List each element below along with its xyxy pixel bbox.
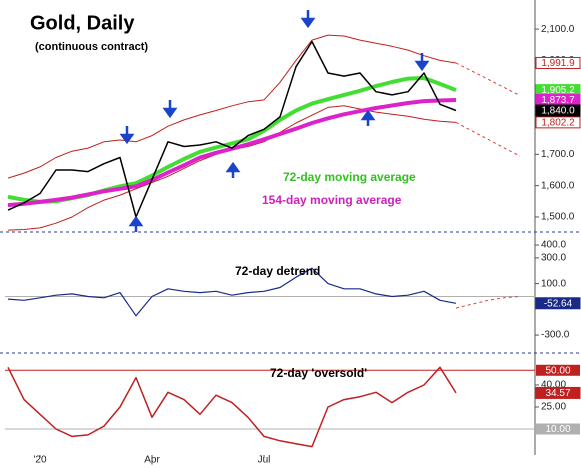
arrow-head — [360, 109, 376, 121]
series-line — [455, 296, 521, 309]
x-tick-label: Jul — [258, 455, 271, 466]
reference-label-box — [536, 364, 580, 376]
arrow-head — [162, 107, 178, 119]
arrow-head — [119, 133, 135, 145]
series-line — [455, 121, 521, 157]
y-tick-label: 2,100.0 — [541, 24, 575, 35]
value-label: -52.64 — [544, 298, 573, 309]
panel-title: 72-day 'oversold' — [270, 366, 367, 380]
value-label: 1,991.9 — [541, 58, 575, 69]
series-line — [7, 267, 457, 317]
value-label: 1,802.2 — [541, 117, 575, 128]
value-label-box — [535, 56, 581, 69]
y-tick-label: 25.00 — [541, 402, 566, 413]
value-label: 1,840.0 — [541, 106, 575, 117]
annotation: 154-day moving average — [262, 193, 402, 207]
y-tick-label: 100.0 — [541, 278, 566, 289]
value-label: 1,905.2 — [541, 85, 575, 96]
arrow-head — [300, 17, 316, 29]
value-label-box — [535, 297, 581, 310]
y-tick-label: 1,500.0 — [541, 212, 575, 223]
y-tick-label: 300.0 — [541, 253, 566, 264]
arrow-head — [414, 60, 430, 72]
reference-label: 10.00 — [545, 424, 570, 435]
y-tick-label: 400.0 — [541, 240, 566, 251]
reference-label: 50.00 — [545, 365, 570, 376]
y-tick-label: 40.00 — [541, 380, 566, 391]
panel-title: 72-day detrend — [235, 264, 320, 278]
annotation: 72-day moving average — [283, 170, 416, 184]
chart-subtitle: (continuous contract) — [35, 41, 148, 53]
value-label-box — [535, 386, 581, 399]
chart-title: Gold, Daily — [30, 12, 135, 34]
y-tick-label: 1,600.0 — [541, 180, 575, 191]
value-label-box — [535, 104, 581, 117]
arrow-head — [225, 161, 241, 173]
value-label-box — [535, 116, 581, 129]
value-label: 1,873.7 — [541, 95, 575, 106]
y-tick-label: -300.0 — [541, 330, 570, 341]
plot-layer: 1,500.01,600.01,700.01,800.01,900.02,000… — [5, 24, 581, 466]
series-line — [7, 40, 457, 218]
value-label: 34.57 — [545, 388, 570, 399]
arrows — [119, 10, 430, 232]
arrow-head — [128, 215, 144, 227]
series-line — [7, 34, 457, 179]
series-line — [7, 366, 457, 448]
x-tick-label: '20 — [33, 455, 46, 466]
y-tick-label: 1,700.0 — [541, 149, 575, 160]
x-tick-label: Apr — [144, 455, 160, 466]
reference-label-box — [536, 423, 580, 435]
